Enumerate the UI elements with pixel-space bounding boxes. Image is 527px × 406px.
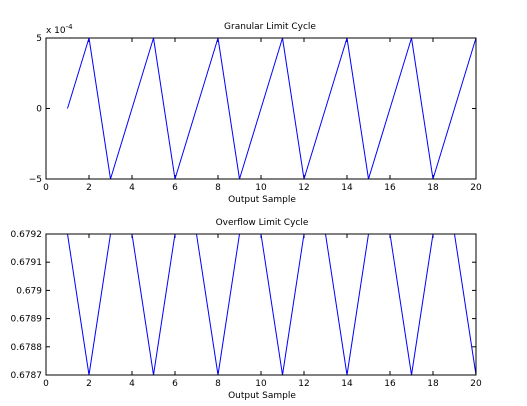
x-tick-label: 8 — [215, 379, 221, 389]
x-tick-label: 2 — [86, 183, 92, 193]
x-tick-label: 0 — [43, 183, 49, 193]
plot-area-frame — [45, 233, 477, 376]
chart-granular: Granular Limit Cycle x 10-4 0 2 4 6 8 10 12 14 1… — [29, 22, 482, 205]
y-tick-label: −5 — [29, 175, 42, 185]
x-tick-label: 10 — [255, 379, 267, 389]
x-tick-label: 10 — [255, 183, 267, 193]
x-tick-label: 0 — [43, 379, 49, 389]
y-tick-label: 0.6792 — [11, 230, 43, 240]
x-tick-label: 20 — [470, 183, 482, 193]
x-tick-label: 4 — [129, 183, 135, 193]
x-tick-label: 14 — [341, 379, 353, 389]
x-axis-label: Output Sample — [228, 195, 296, 205]
chart-overflow: Overflow Limit Cycle 0 2 4 6 8 10 12 14 16 18 20 0… — [11, 218, 482, 401]
y-tick-label: 0.6791 — [11, 258, 43, 268]
x-tick-label: 4 — [129, 379, 135, 389]
x-tick-label: 12 — [298, 183, 309, 193]
x-tick-label: 12 — [298, 379, 309, 389]
y-multiplier: x 10-4 — [46, 23, 73, 36]
x-tick-label: 16 — [384, 379, 396, 389]
x-tick-label: 2 — [86, 379, 92, 389]
x-tick-label: 16 — [384, 183, 396, 193]
y-tick-label: 5 — [36, 34, 42, 44]
x-tick-label: 6 — [172, 183, 178, 193]
ticks-group — [45, 233, 477, 376]
x-tick-labels: 0 2 4 6 8 10 12 14 16 18 20 — [43, 379, 482, 389]
x-tick-label: 20 — [470, 379, 482, 389]
plot-area-frame — [45, 37, 477, 180]
y-tick-labels: 0.6787 0.6788 0.6789 0.679 0.6791 0.6792 — [11, 230, 43, 381]
y-tick-labels: −5 0 5 — [29, 34, 43, 185]
y-tick-label: 0.6789 — [11, 315, 43, 325]
x-tick-labels: 0 2 4 6 8 10 12 14 16 18 20 — [43, 183, 482, 193]
y-tick-label: 0.6788 — [11, 343, 43, 353]
chart-title: Overflow Limit Cycle — [216, 218, 309, 228]
data-series-line — [67, 37, 477, 180]
x-axis-label: Output Sample — [228, 391, 296, 401]
y-tick-label: 0 — [36, 105, 42, 115]
y-multiplier-base: x 10 — [46, 26, 66, 36]
x-tick-label: 18 — [427, 379, 439, 389]
y-tick-label: 0.679 — [16, 286, 42, 296]
x-tick-label: 8 — [215, 183, 221, 193]
data-series-line — [67, 233, 477, 376]
y-multiplier-exponent: -4 — [66, 23, 74, 31]
x-tick-label: 14 — [341, 183, 353, 193]
x-tick-label: 18 — [427, 183, 439, 193]
x-tick-label: 6 — [172, 379, 178, 389]
chart-title: Granular Limit Cycle — [224, 22, 316, 32]
y-tick-label: 0.6787 — [11, 371, 43, 381]
